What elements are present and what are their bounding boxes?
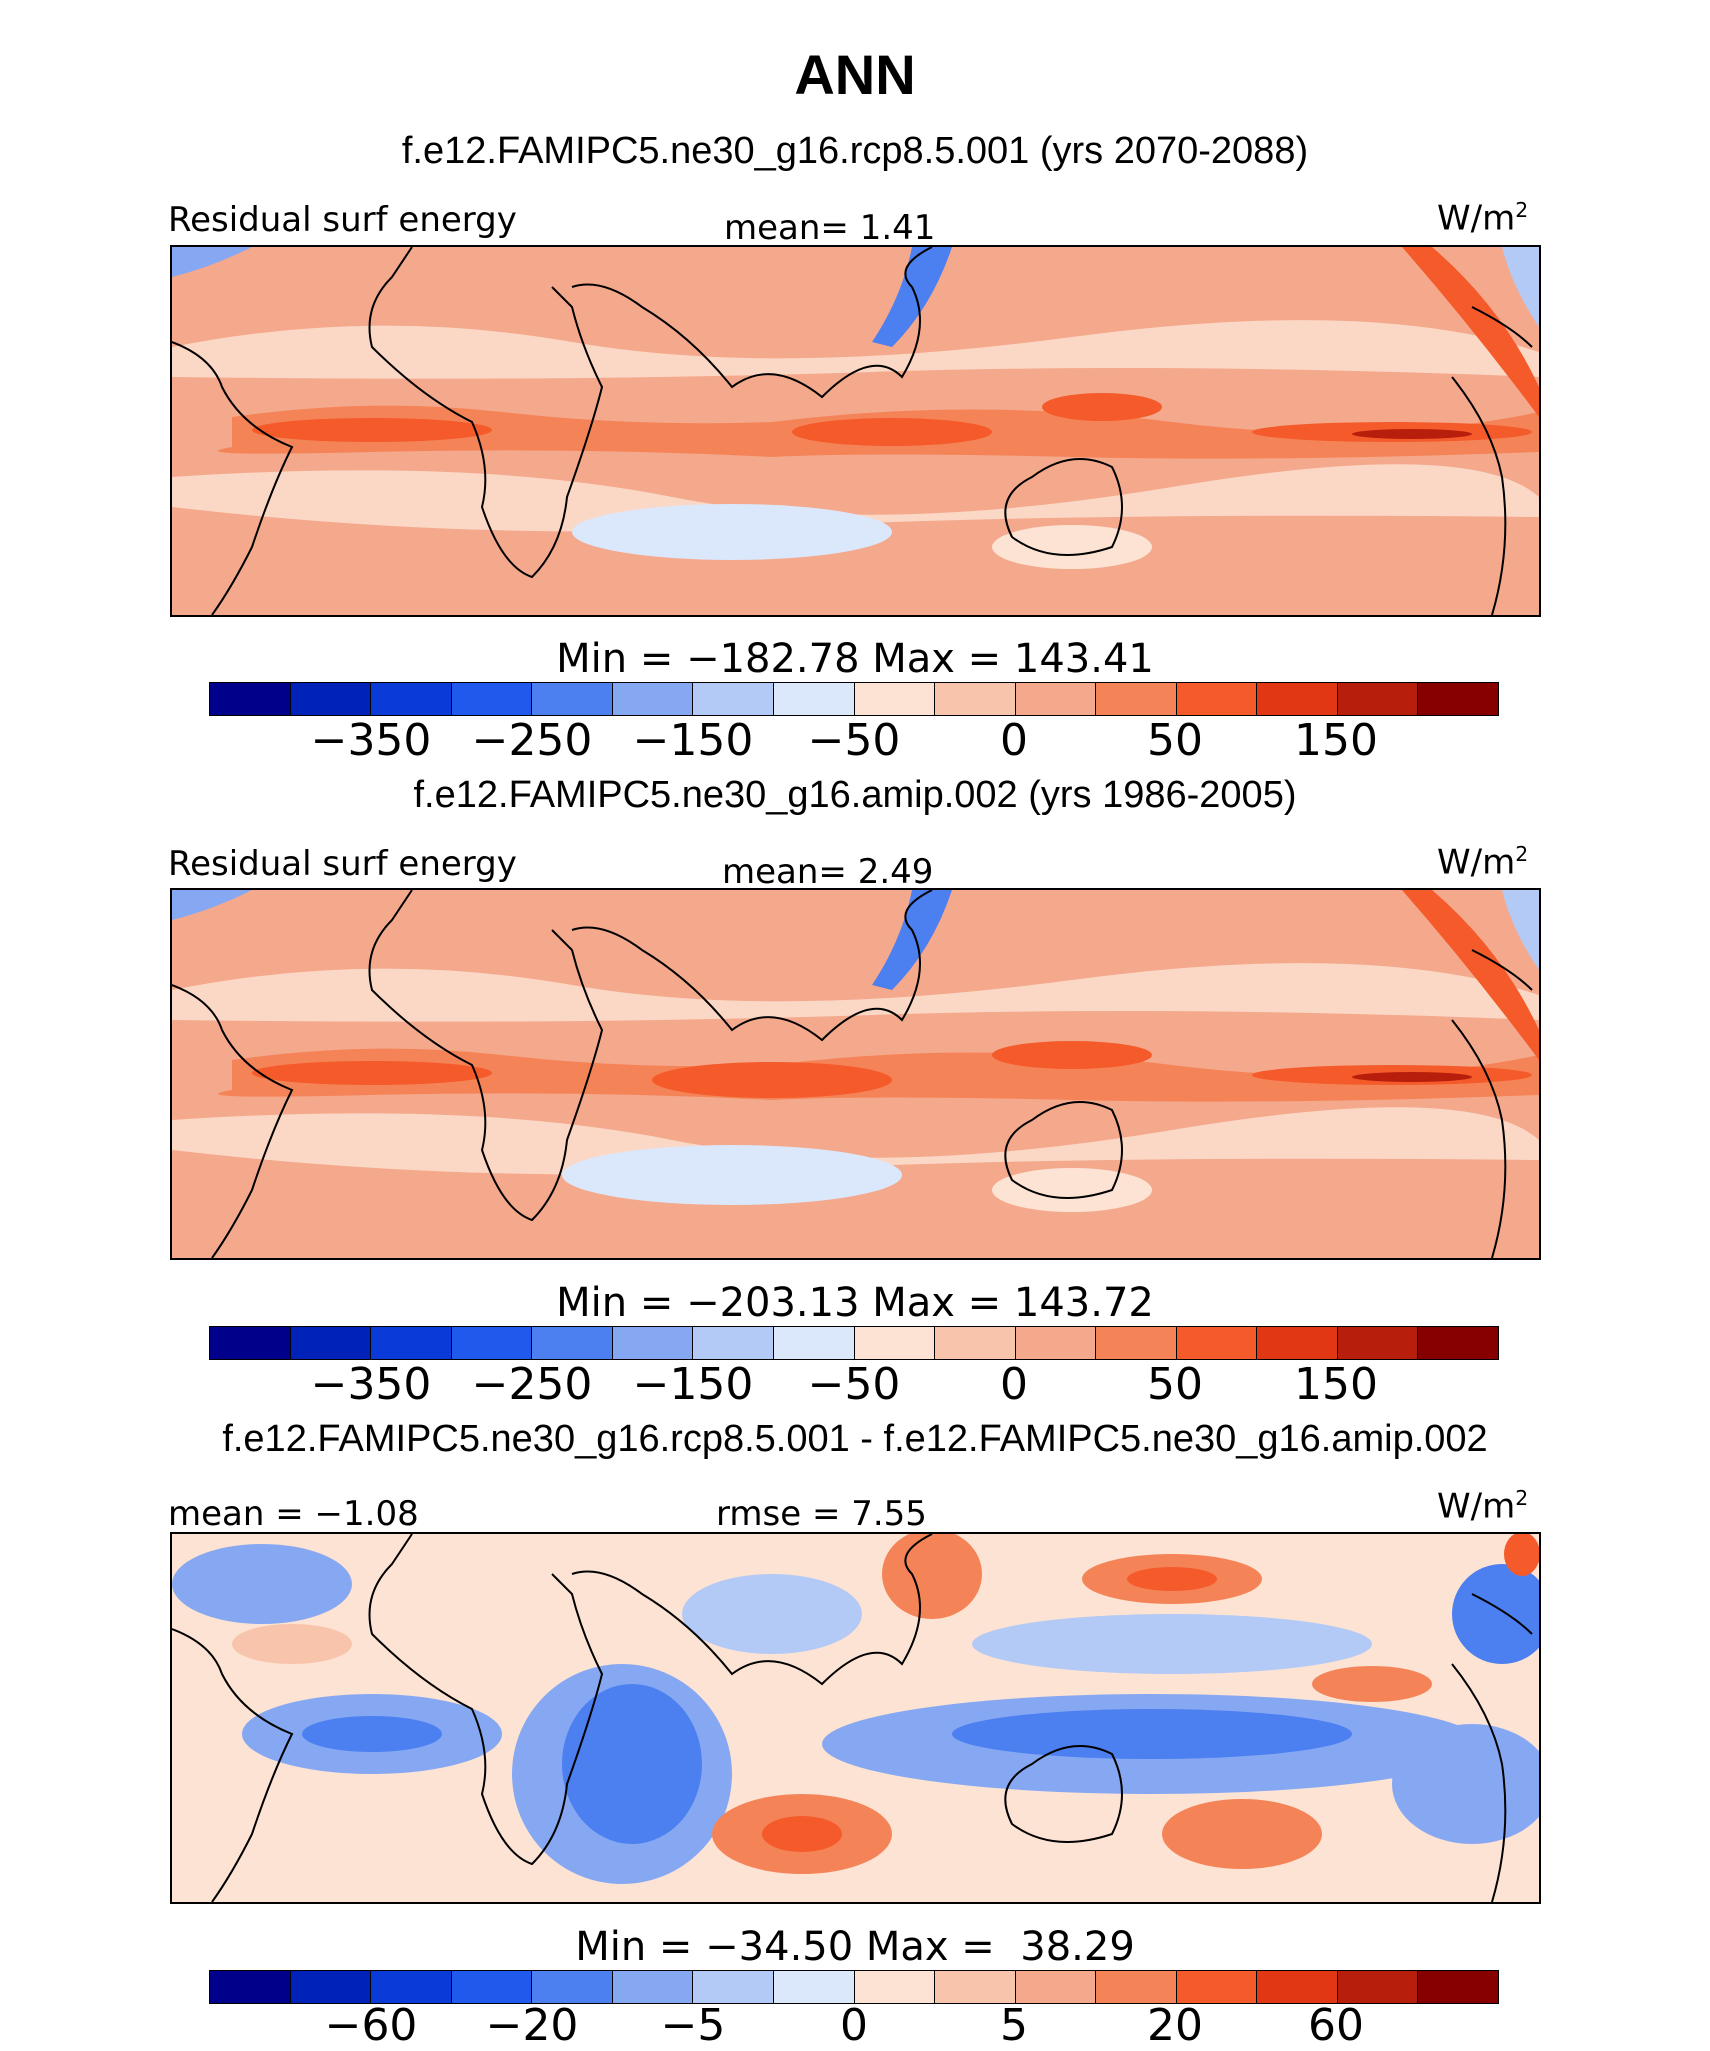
- colorbar-1-swatch: [210, 683, 291, 715]
- panel-1-tick: 50: [1147, 715, 1203, 766]
- panel-1-mean-label: mean= 1.41: [724, 208, 936, 248]
- panel-3-colorbar: [209, 1970, 1499, 2004]
- colorbar-3-swatch: [693, 1971, 774, 2003]
- colorbar-1-swatch: [612, 683, 694, 715]
- panel-3-tick: −5: [660, 2000, 726, 2051]
- panel-2-tick: 150: [1294, 1359, 1378, 1410]
- panel-3-tick: −20: [485, 2000, 579, 2051]
- panel-1-map: [170, 245, 1541, 617]
- panel-3-map: [170, 1532, 1541, 1904]
- colorbar-3-swatch: [290, 1971, 372, 2003]
- panel-2-units: W/m2: [1437, 842, 1529, 883]
- colorbar-2-swatch: [773, 1327, 855, 1359]
- colorbar-2-swatch: [1337, 1327, 1419, 1359]
- colorbar-3-swatch: [451, 1971, 533, 2003]
- panel-3-minmax: Min = −34.50 Max = 38.29: [575, 1924, 1135, 1970]
- colorbar-3-swatch: [854, 1971, 936, 2003]
- panel-2-colorbar: [209, 1326, 1499, 1360]
- panel-1-tick: −250: [471, 715, 593, 766]
- panel-1-tick: −50: [807, 715, 901, 766]
- colorbar-3-swatch: [1015, 1971, 1097, 2003]
- panel-1-colorbar: [209, 682, 1499, 716]
- panel-2-tick: −50: [807, 1359, 901, 1410]
- colorbar-3-swatch: [532, 1971, 613, 2003]
- colorbar-1-swatch: [935, 683, 1016, 715]
- colorbar-1-swatch: [1176, 683, 1258, 715]
- panel-1-tick: −350: [310, 715, 432, 766]
- panel-1-tick: 150: [1294, 715, 1378, 766]
- panel-2-map: [170, 888, 1541, 1260]
- colorbar-2-swatch: [210, 1327, 291, 1359]
- panel-3-tick: 0: [840, 2000, 868, 2051]
- panel-3-rmse-label: rmse = 7.55: [716, 1494, 927, 1534]
- colorbar-2-swatch: [1015, 1327, 1097, 1359]
- panel-2-tick: 0: [1000, 1359, 1028, 1410]
- panel-2-title: f.e12.FAMIPC5.ne30_g16.amip.002 (yrs 198…: [413, 774, 1297, 816]
- colorbar-2-swatch: [1257, 1327, 1338, 1359]
- panel-1-variable-label: Residual surf energy: [168, 200, 517, 240]
- colorbar-3-swatch: [210, 1971, 291, 2003]
- panel-2-mean-label: mean= 2.49: [722, 852, 934, 892]
- colorbar-3-swatch: [773, 1971, 855, 2003]
- panel-2-tick-labels: −350 −250 −150 −50 0 50 150: [0, 1359, 1710, 1410]
- colorbar-2-swatch: [854, 1327, 936, 1359]
- colorbar-2-swatch: [1176, 1327, 1258, 1359]
- colorbar-2-swatch: [1418, 1327, 1498, 1359]
- colorbar-3-swatch: [935, 1971, 1016, 2003]
- colorbar-3-swatch: [1337, 1971, 1419, 2003]
- colorbar-1-swatch: [451, 683, 533, 715]
- colorbar-2-swatch: [290, 1327, 372, 1359]
- panel-1-tick: 0: [1000, 715, 1028, 766]
- colorbar-1-swatch: [1418, 683, 1498, 715]
- panel-1-title: f.e12.FAMIPC5.ne30_g16.rcp8.5.001 (yrs 2…: [401, 130, 1309, 172]
- panel-3-mean-label: mean = −1.08: [168, 1494, 419, 1534]
- colorbar-2-swatch: [612, 1327, 694, 1359]
- colorbar-2-swatch: [532, 1327, 613, 1359]
- colorbar-3-swatch: [612, 1971, 694, 2003]
- colorbar-3-swatch: [371, 1971, 452, 2003]
- colorbar-1-swatch: [290, 683, 372, 715]
- colorbar-2-swatch: [693, 1327, 774, 1359]
- colorbar-1-swatch: [371, 683, 452, 715]
- colorbar-1-swatch: [693, 683, 774, 715]
- panel-1-units: W/m2: [1437, 198, 1529, 239]
- colorbar-1-swatch: [854, 683, 936, 715]
- panel-3-tick: 5: [1000, 2000, 1028, 2051]
- figure-title: ANN: [794, 43, 916, 106]
- colorbar-1-swatch: [1257, 683, 1338, 715]
- colorbar-3-swatch: [1418, 1971, 1498, 2003]
- panel-2-variable-label: Residual surf energy: [168, 844, 517, 884]
- panel-3-tick: −60: [324, 2000, 418, 2051]
- colorbar-3-swatch: [1257, 1971, 1338, 2003]
- panel-3-title: f.e12.FAMIPC5.ne30_g16.rcp8.5.001 - f.e1…: [222, 1418, 1488, 1460]
- colorbar-1-swatch: [1015, 683, 1097, 715]
- panel-2-tick: −350: [310, 1359, 432, 1410]
- panel-1-tick: −150: [632, 715, 754, 766]
- panel-3-tick: 60: [1308, 2000, 1364, 2051]
- panel-2-minmax: Min = −203.13 Max = 143.72: [556, 1280, 1154, 1326]
- colorbar-1-swatch: [532, 683, 613, 715]
- panel-3-units: W/m2: [1437, 1486, 1529, 1527]
- panel-2-tick: −250: [471, 1359, 593, 1410]
- panel-2-tick: 50: [1147, 1359, 1203, 1410]
- colorbar-2-swatch: [451, 1327, 533, 1359]
- colorbar-1-swatch: [1337, 683, 1419, 715]
- panel-2-tick: −150: [632, 1359, 754, 1410]
- colorbar-2-swatch: [371, 1327, 452, 1359]
- colorbar-1-swatch: [1096, 683, 1177, 715]
- panel-3-tick-labels: −60 −20 −5 0 5 20 60: [0, 2000, 1710, 2051]
- panel-1-minmax: Min = −182.78 Max = 143.41: [556, 636, 1154, 682]
- colorbar-3-swatch: [1096, 1971, 1177, 2003]
- colorbar-1-swatch: [773, 683, 855, 715]
- colorbar-2-swatch: [935, 1327, 1016, 1359]
- colorbar-3-swatch: [1176, 1971, 1258, 2003]
- colorbar-2-swatch: [1096, 1327, 1177, 1359]
- panel-1-tick-labels: −350 −250 −150 −50 0 50 150: [0, 715, 1710, 766]
- panel-3-tick: 20: [1147, 2000, 1203, 2051]
